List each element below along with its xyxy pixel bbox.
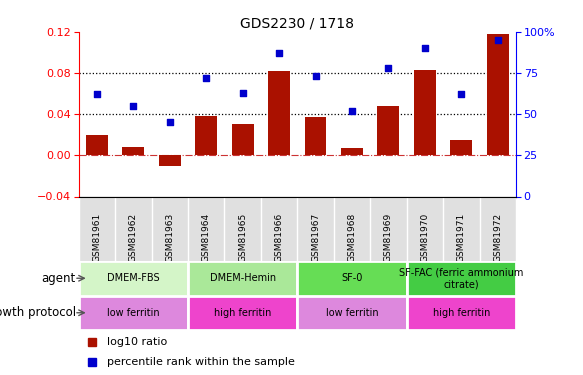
Bar	[297, 261, 407, 296]
Text: SF-FAC (ferric ammonium
citrate): SF-FAC (ferric ammonium citrate)	[399, 267, 524, 289]
Bar	[414, 70, 436, 155]
Bar	[188, 296, 297, 330]
Bar	[378, 106, 399, 155]
Text: log10 ratio: log10 ratio	[107, 337, 167, 347]
Point	[165, 119, 174, 125]
Text: low ferritin: low ferritin	[326, 308, 378, 318]
Bar	[195, 116, 217, 155]
Point	[420, 45, 430, 51]
Bar	[407, 261, 516, 296]
Point	[493, 37, 503, 43]
Point	[238, 90, 247, 96]
Text: DMEM-Hemin: DMEM-Hemin	[210, 273, 276, 283]
Bar	[188, 261, 297, 296]
Point	[129, 103, 138, 109]
Text: DMEM-FBS: DMEM-FBS	[107, 273, 160, 283]
Text: growth protocol: growth protocol	[0, 306, 76, 319]
Point	[311, 73, 320, 79]
Text: high ferritin: high ferritin	[214, 308, 271, 318]
Bar	[487, 34, 508, 155]
Text: agent: agent	[41, 272, 76, 285]
Bar	[297, 296, 407, 330]
Title: GDS2230 / 1718: GDS2230 / 1718	[240, 16, 354, 30]
Bar	[232, 124, 254, 155]
Point	[202, 75, 211, 81]
Point	[456, 91, 466, 97]
Bar	[159, 155, 181, 166]
Text: low ferritin: low ferritin	[107, 308, 160, 318]
Point	[347, 108, 357, 114]
Text: percentile rank within the sample: percentile rank within the sample	[107, 357, 295, 368]
Point	[92, 91, 101, 97]
Text: SF-0: SF-0	[341, 273, 363, 283]
Point	[384, 65, 393, 71]
Text: high ferritin: high ferritin	[433, 308, 490, 318]
Bar	[268, 70, 290, 155]
Bar	[79, 296, 188, 330]
Bar	[407, 296, 516, 330]
Bar	[341, 148, 363, 155]
Bar	[122, 147, 144, 155]
Point	[275, 50, 284, 56]
Bar	[304, 117, 326, 155]
Bar	[79, 261, 188, 296]
Bar	[86, 135, 108, 155]
Bar	[450, 140, 472, 155]
